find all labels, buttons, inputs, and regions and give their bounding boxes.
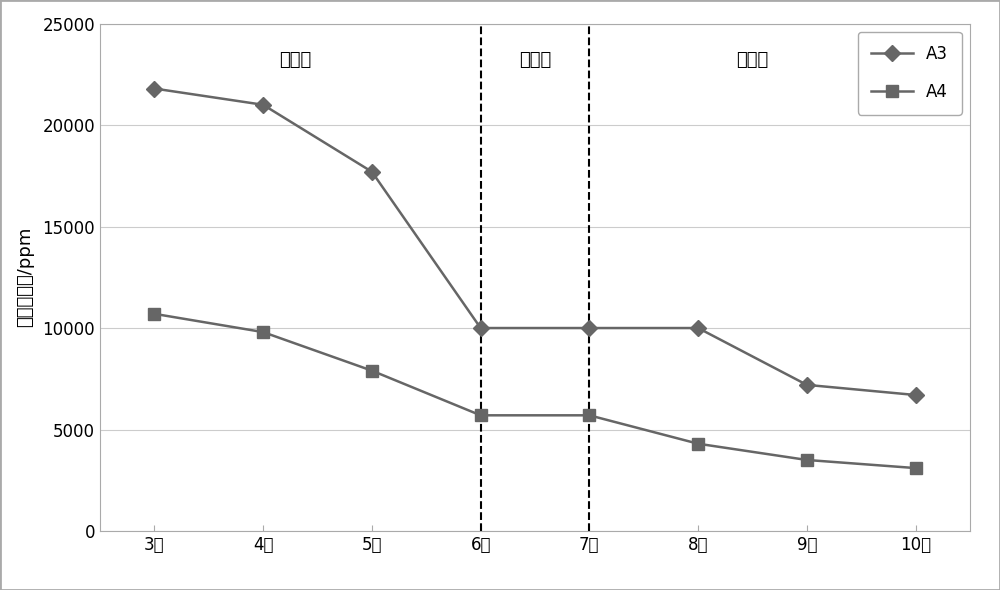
A3: [148, 85, 160, 92]
A4: [910, 464, 922, 471]
Text: 加药期: 加药期: [736, 51, 769, 69]
A3: [257, 101, 269, 109]
Text: 加药期: 加药期: [280, 51, 312, 69]
A4: [692, 440, 704, 447]
Legend: A3, A4: A3, A4: [858, 32, 962, 114]
Line: A4: A4: [149, 309, 921, 474]
A3: [475, 324, 487, 332]
A4: [366, 367, 378, 374]
Y-axis label: 硬化氢含量/ppm: 硬化氢含量/ppm: [16, 227, 34, 327]
A4: [801, 457, 813, 464]
A3: [910, 392, 922, 399]
A3: [366, 168, 378, 175]
A4: [475, 412, 487, 419]
Line: A3: A3: [149, 83, 921, 401]
Text: 停药期: 停药期: [519, 51, 551, 69]
A4: [148, 310, 160, 317]
A3: [692, 324, 704, 332]
A4: [583, 412, 595, 419]
A4: [257, 329, 269, 336]
A3: [801, 381, 813, 388]
A3: [583, 324, 595, 332]
